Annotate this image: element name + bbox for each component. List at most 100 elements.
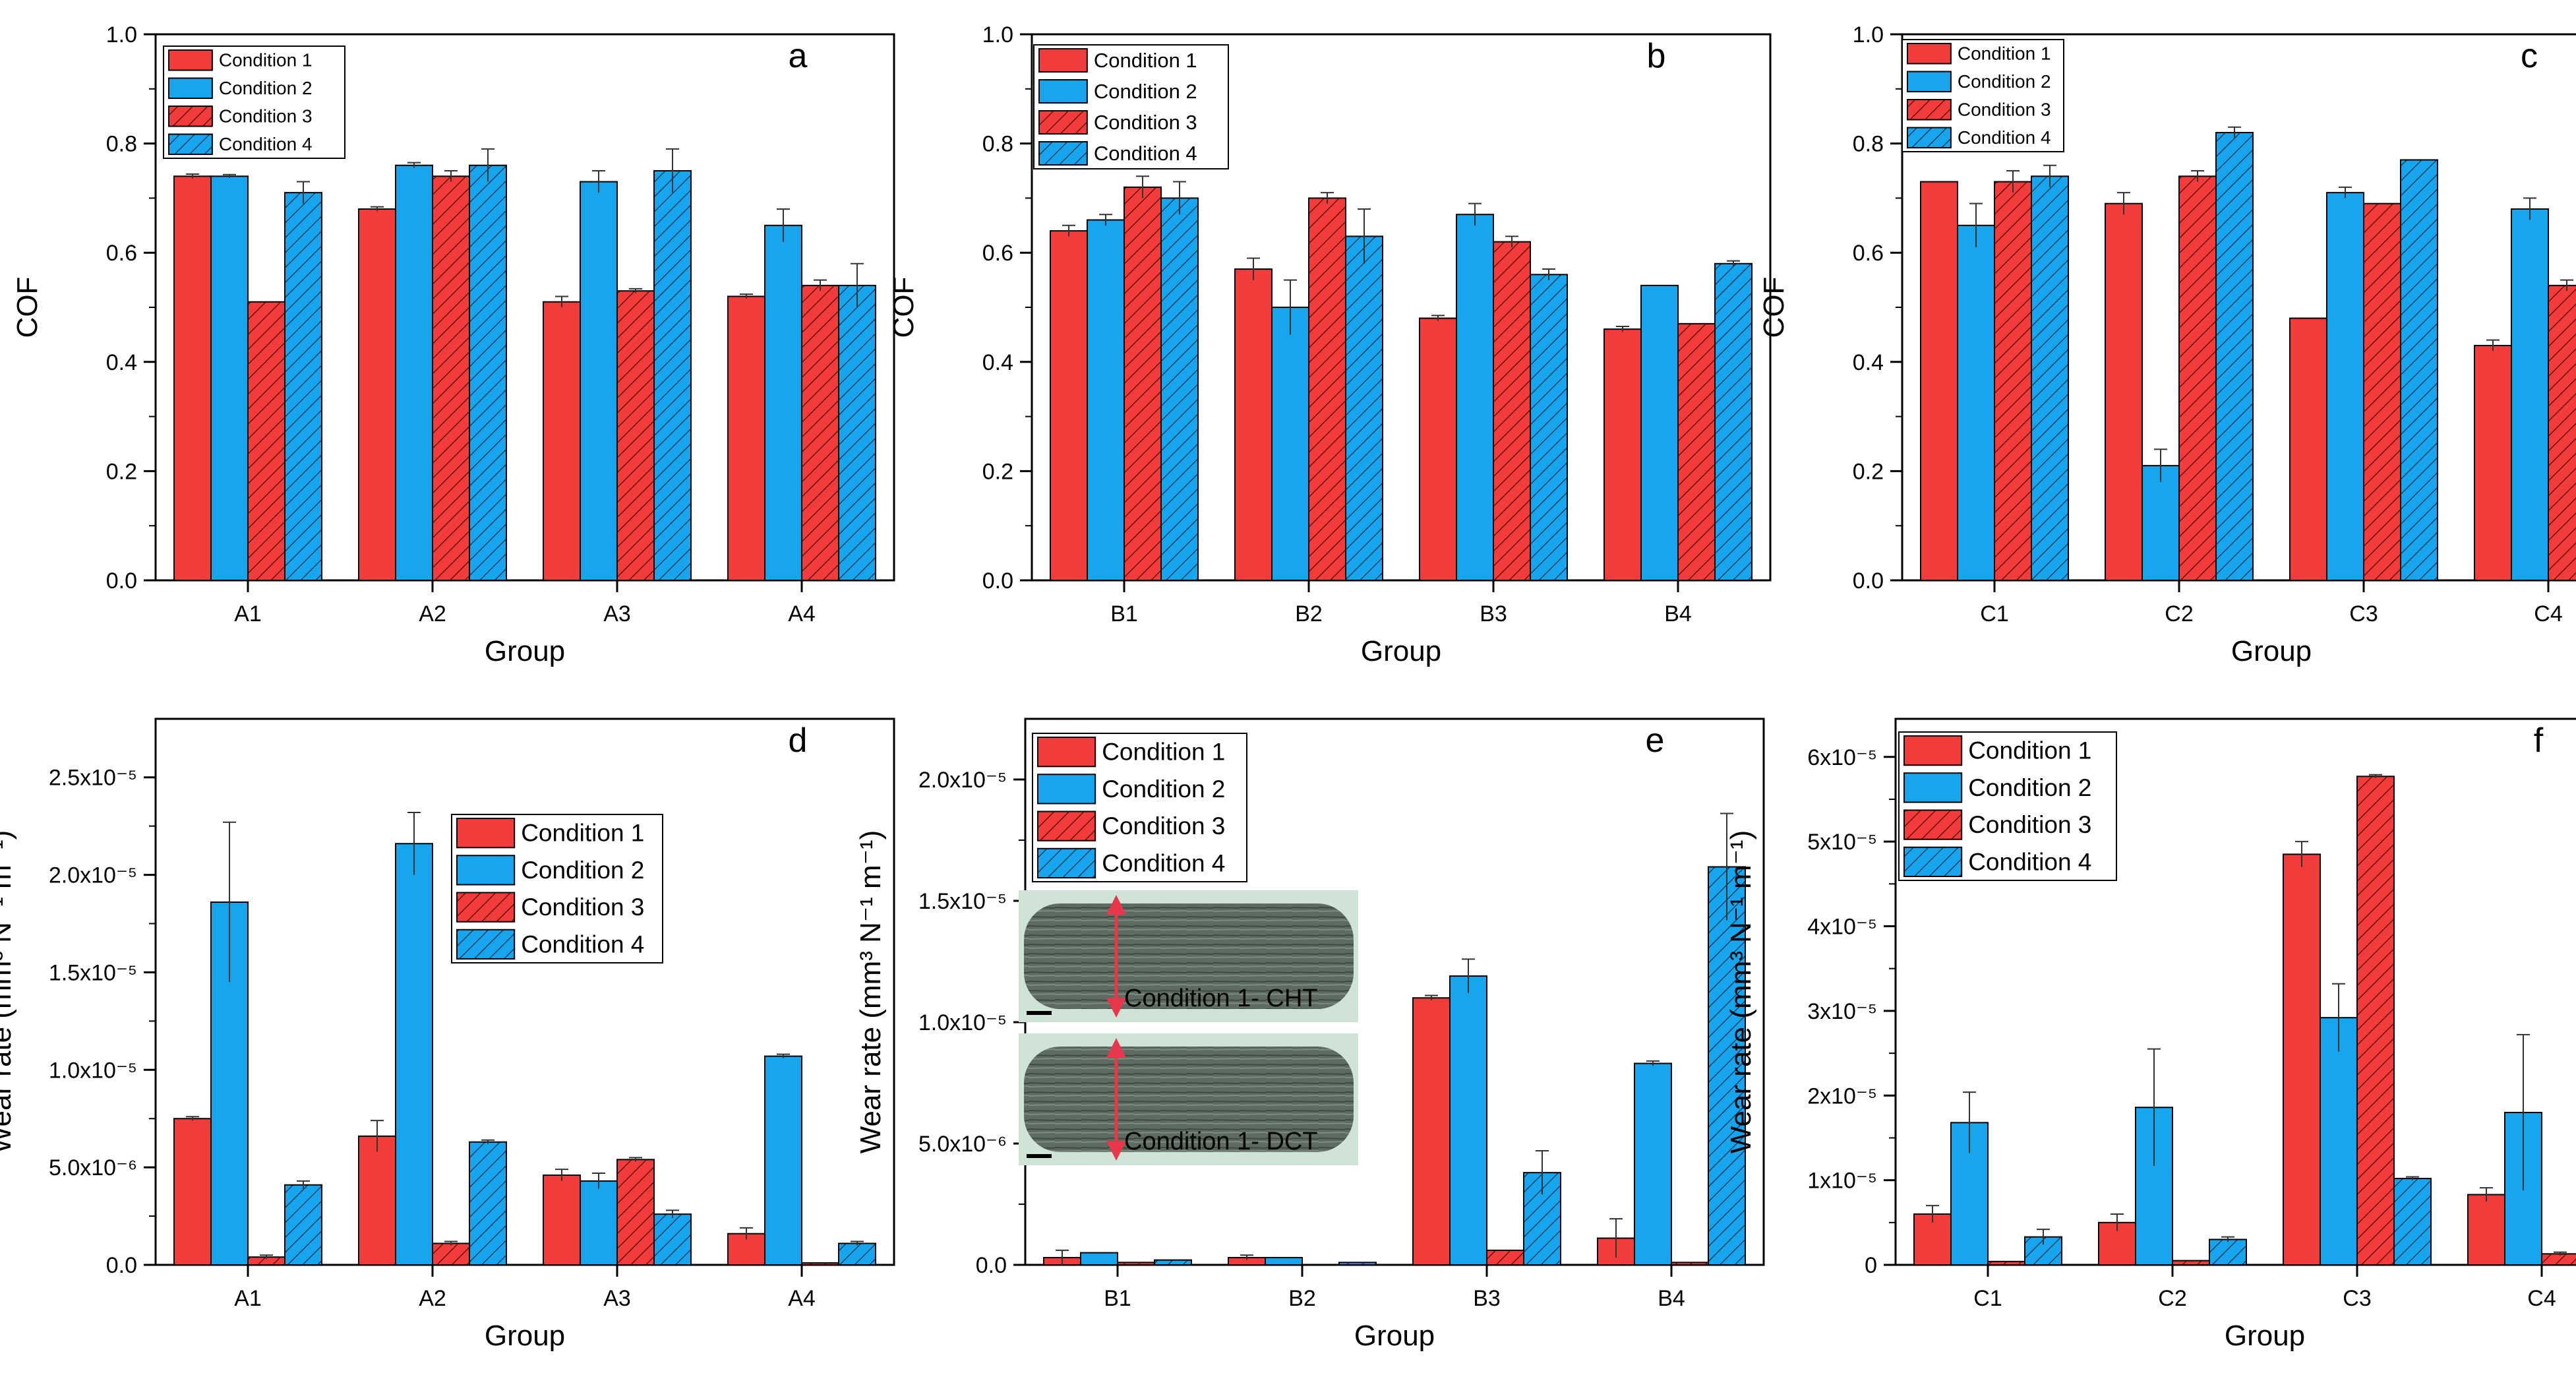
legend-label-condition-4: Condition 4 [1958,127,2051,148]
bar-c-C1-c3 [1994,181,2032,581]
y-tick-label: 0.6 [1853,241,1884,266]
legend-swatch-condition-1 [1037,737,1096,768]
y-tick-label: 2.0x10⁻⁵ [918,768,1007,793]
x-tick-label: B1 [1110,601,1138,626]
y-tick-label: 1x10⁻⁵ [1807,1169,1877,1194]
bar-e-B4-c2 [1634,1062,1672,1266]
y-axis-label: Wear rate (mm³ N⁻¹ m⁻¹) [854,830,887,1154]
y-tick-label: 0.0 [106,1253,137,1278]
bar-c-C4-c2 [2511,208,2549,581]
x-tick-label: B2 [1295,601,1323,626]
y-tick-label: 6x10⁻⁵ [1807,745,1877,770]
panel-letter: c [2521,37,2538,75]
bar-d-A2-c2 [395,843,433,1266]
bar-e-B1-c2 [1080,1252,1118,1266]
legend-swatch-condition-1 [456,818,516,849]
bar-a-A2-c1 [358,208,396,581]
bar-f-C2-c4 [2209,1238,2247,1266]
y-tick-label: 1.0 [1853,22,1884,47]
legend-swatch-condition-2 [1903,772,1963,803]
x-axis-label: Group [1354,1320,1435,1352]
legend-label-condition-4: Condition 4 [1968,848,2091,875]
y-tick-label: 4x10⁻⁵ [1807,915,1877,940]
bar-c-C2-c3 [2178,175,2217,581]
bar-d-A3-c2 [580,1180,618,1266]
plot-frame [154,718,895,1266]
bar-b-B2-c2 [1271,307,1309,581]
legend-label-condition-3: Condition 3 [1102,812,1225,840]
y-tick-label: 0.2 [106,459,137,484]
legend-swatch-condition-4 [1038,141,1088,166]
bar-e-B2-c2 [1265,1256,1303,1266]
bar-d-A3-c4 [653,1213,692,1266]
legend-swatch-condition-1 [1038,48,1088,73]
y-axis-label: COF [887,277,920,338]
bar-d-A3-c1 [543,1174,581,1266]
bar-c-C1-c1 [1920,181,1958,581]
y-tick-label: 5.0x10⁻⁶ [918,1132,1007,1157]
x-tick-label: A3 [603,601,631,626]
bar-b-B3-c3 [1493,241,1531,581]
bar-a-A4-c4 [838,284,876,581]
y-tick-label: 1.0 [982,22,1013,47]
bar-f-C2-c3 [2172,1260,2210,1266]
bar-c-C2-c1 [2105,202,2143,581]
panel-f: 0 1x10⁻⁵ 2x10⁻⁵ 3x10⁻⁵ 4x10⁻⁵ 5x10⁻⁵ 6x10⁻⁵ Wea… [1725,718,2576,1352]
bar-d-A4-c4 [838,1242,876,1266]
legend-swatch-condition-4 [456,929,516,960]
bar-b-B4-c2 [1640,284,1679,581]
x-tick-label: B2 [1288,1286,1316,1311]
panel-letter: f [2534,721,2544,760]
panel-letter: a [789,37,808,75]
bar-b-B3-c2 [1456,214,1494,581]
bar-e-B1-c4 [1154,1259,1192,1266]
bar-f-C3-c4 [2393,1178,2432,1266]
bar-a-A2-c2 [395,164,433,582]
legend-label-condition-3: Condition 3 [1958,100,2051,120]
bar-d-A2-c3 [432,1242,470,1266]
x-tick-label: A3 [603,1286,631,1311]
y-tick-label: 3x10⁻⁵ [1807,999,1877,1024]
bar-c-C3-c3 [2363,202,2401,581]
legend-label-condition-1: Condition 1 [1094,49,1197,72]
inset-label: Condition 1- CHT [1124,985,1318,1012]
x-tick-label: B3 [1480,601,1507,626]
panel-e: 0.0 5.0x10⁻⁶ 1.0x10⁻⁵ 1.5x10⁻⁵ 2.0x10⁻⁵ Wear … [854,718,1765,1352]
bar-d-A3-c3 [616,1159,655,1266]
bar-c-C2-c2 [2142,465,2180,581]
bar-a-A1-c2 [210,175,249,581]
x-axis-label: Group [1361,635,1441,667]
panel-letter: d [789,721,808,760]
y-tick-label: 0.0 [976,1253,1007,1278]
bar-b-B4-c1 [1603,328,1642,581]
bar-f-C4-c3 [2541,1253,2576,1266]
bar-a-A1-c1 [173,175,212,581]
legend-label-condition-4: Condition 4 [1102,849,1225,876]
legend-label-condition-2: Condition 2 [521,857,644,884]
bar-d-A1-c4 [284,1184,322,1266]
x-tick-label: B3 [1473,1286,1501,1311]
legend-swatch-condition-4 [1907,127,1952,148]
bar-c-C3-c4 [2400,159,2438,581]
bar-b-B2-c3 [1308,197,1346,581]
x-tick-label: A2 [419,601,446,626]
legend-label-condition-1: Condition 1 [1102,739,1225,766]
plot-frame [1894,718,2576,1266]
legend-label-condition-2: Condition 2 [1958,71,2051,92]
bar-a-A2-c4 [469,164,507,582]
legend-swatch-condition-2 [1038,79,1088,104]
legend-swatch-condition-3 [1907,99,1952,121]
y-tick-label: 1.0x10⁻⁵ [49,1058,137,1083]
x-tick-label: A1 [234,1286,262,1311]
bar-b-B1-c4 [1160,197,1199,581]
y-axis-label: COF [1758,277,1790,338]
inset-label: Condition 1- DCT [1124,1128,1318,1155]
x-tick-label: C2 [2165,601,2193,626]
bar-d-A2-c1 [358,1135,396,1266]
bar-b-B1-c2 [1087,219,1125,581]
y-axis-label: Wear rate (mm³ N⁻¹ m⁻¹) [1725,830,1757,1154]
y-tick-label: 0.6 [106,241,137,266]
y-tick-label: 0.0 [106,568,137,594]
y-tick-label: 1.0x10⁻⁵ [918,1010,1007,1035]
